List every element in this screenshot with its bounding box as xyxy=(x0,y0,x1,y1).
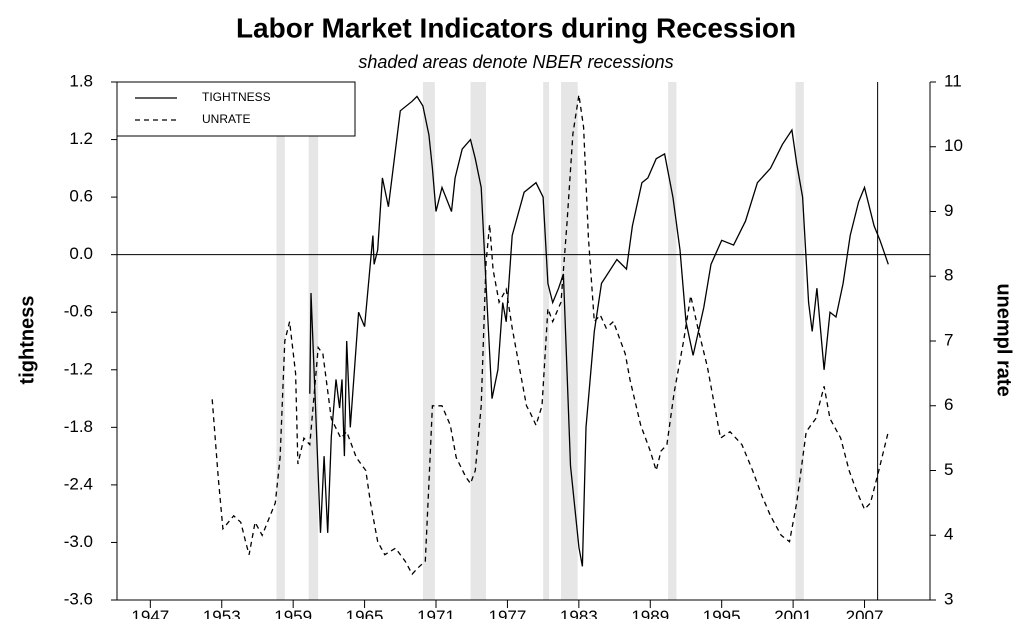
y-tick-label: 0.0 xyxy=(69,244,93,263)
x-tick-label: 1953 xyxy=(203,607,241,619)
y2-tick-label: 9 xyxy=(944,201,953,220)
x-tick-label: 1947 xyxy=(131,607,169,619)
chart-title: Labor Market Indicators during Recession xyxy=(236,12,796,43)
recession-band xyxy=(795,82,804,600)
y2-tick-label: 7 xyxy=(944,330,953,349)
y2-tick-label: 11 xyxy=(944,71,962,90)
recession-band xyxy=(422,82,435,600)
y-tick-label: -3.6 xyxy=(64,589,93,608)
y2-tick-label: 10 xyxy=(944,136,963,155)
y-tick-label: -0.6 xyxy=(64,302,93,321)
x-tick-label: 1989 xyxy=(631,607,669,619)
legend-label: UNRATE xyxy=(202,112,250,126)
series-line xyxy=(211,94,889,576)
legend-label: TIGHTNESS xyxy=(202,90,271,104)
x-tick-label: 1965 xyxy=(346,607,384,619)
x-tick-label: 2001 xyxy=(774,607,812,619)
x-tick-label: 1977 xyxy=(489,607,527,619)
y2-tick-label: 8 xyxy=(944,266,953,285)
chart-subtitle: shaded areas denote NBER recessions xyxy=(358,52,673,72)
y2-tick-label: 6 xyxy=(944,395,953,414)
y-tick-label: -1.8 xyxy=(64,417,93,436)
y2-tick-label: 5 xyxy=(944,460,953,479)
x-tick-label: 1983 xyxy=(560,607,598,619)
y-tick-label: -1.2 xyxy=(64,359,93,378)
x-tick-label: 1971 xyxy=(417,607,455,619)
y2-tick-label: 3 xyxy=(944,589,953,608)
y-tick-label: -2.4 xyxy=(64,474,93,493)
x-tick-label: 1995 xyxy=(703,607,741,619)
x-tick-label: 2007 xyxy=(846,607,884,619)
y-tick-label: 0.6 xyxy=(69,187,93,206)
recession-band xyxy=(668,82,677,600)
series-line xyxy=(309,95,889,567)
x-tick-label: 1959 xyxy=(274,607,312,619)
y2-axis-label: unempl rate xyxy=(993,283,1015,396)
y-tick-label: 1.8 xyxy=(69,71,93,90)
recession-band xyxy=(560,82,578,600)
recession-band xyxy=(276,82,285,600)
y-tick-label: 1.2 xyxy=(69,129,93,148)
y-tick-label: -3.0 xyxy=(64,532,93,551)
legend-box xyxy=(116,81,356,137)
recession-band xyxy=(470,82,487,600)
y-axis-label: tightness xyxy=(16,296,38,385)
y2-tick-label: 4 xyxy=(944,525,953,544)
